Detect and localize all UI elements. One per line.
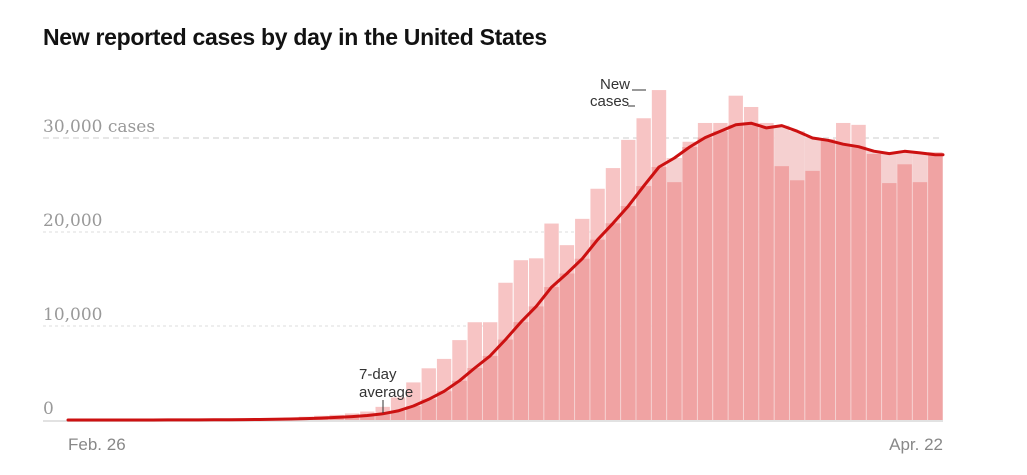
bar-under-avg xyxy=(774,166,789,420)
bar-under-avg xyxy=(789,180,805,420)
y-tick-label: 0 xyxy=(43,399,54,419)
bar-under-avg xyxy=(621,206,636,420)
annotation-new-cases-2: cases xyxy=(590,93,629,110)
bar-under-avg xyxy=(498,339,513,420)
annotation-avg-2: average xyxy=(359,384,413,401)
bar-under-avg xyxy=(590,239,605,420)
bar-under-avg xyxy=(836,144,851,421)
chart-title: New reported cases by day in the United … xyxy=(43,24,547,50)
bar-under-avg xyxy=(682,146,697,421)
avg-line-group xyxy=(66,121,945,422)
x-label-end: Apr. 22 xyxy=(889,435,943,454)
bar-under-avg xyxy=(866,153,882,421)
bar-under-avg xyxy=(697,137,713,420)
bar-under-avg xyxy=(605,223,621,420)
bar-under-avg xyxy=(713,131,728,420)
bars-under-line xyxy=(99,123,943,421)
y-tick-label: 30,000 cases xyxy=(43,117,155,137)
bar-under-avg xyxy=(375,413,390,420)
y-tick-label: 20,000 xyxy=(43,211,102,231)
bar-under-avg xyxy=(728,124,743,420)
bar-under-avg xyxy=(820,140,836,421)
bar-under-avg xyxy=(421,399,436,420)
bar-under-avg xyxy=(513,322,529,420)
bar-under-avg xyxy=(436,391,452,420)
bar-under-avg xyxy=(452,380,467,420)
bar-under-avg xyxy=(636,186,651,420)
bar-under-avg xyxy=(912,182,928,420)
bar-under-avg xyxy=(406,406,421,420)
bar-under-avg xyxy=(759,127,774,420)
bar-under-avg xyxy=(344,416,360,420)
bar-under-avg xyxy=(390,410,406,420)
bar-under-avg xyxy=(482,355,498,420)
bar-under-avg xyxy=(897,164,912,420)
bar-under-avg xyxy=(467,368,482,420)
avg-line xyxy=(66,121,945,422)
x-label-start: Feb. 26 xyxy=(68,435,126,454)
bar-under-avg xyxy=(851,146,866,420)
y-tick-labels: 0 10,000 20,000 30,000 cases xyxy=(43,117,155,419)
bar-under-avg xyxy=(360,415,375,420)
annotation-avg-1: 7-day xyxy=(359,366,397,383)
bar-under-avg xyxy=(529,306,544,420)
y-tick-label: 10,000 xyxy=(43,305,102,325)
bar-under-avg xyxy=(544,287,559,420)
bar-under-avg xyxy=(928,154,943,421)
bar-under-avg xyxy=(667,182,682,420)
bar-under-avg xyxy=(651,167,667,420)
bar-under-avg xyxy=(575,258,590,420)
annotation-new-cases-1: New xyxy=(600,76,630,93)
bar-under-avg xyxy=(743,123,759,420)
bar-under-avg xyxy=(559,273,575,420)
bar-under-avg xyxy=(805,170,820,420)
bar-under-avg xyxy=(882,183,897,420)
